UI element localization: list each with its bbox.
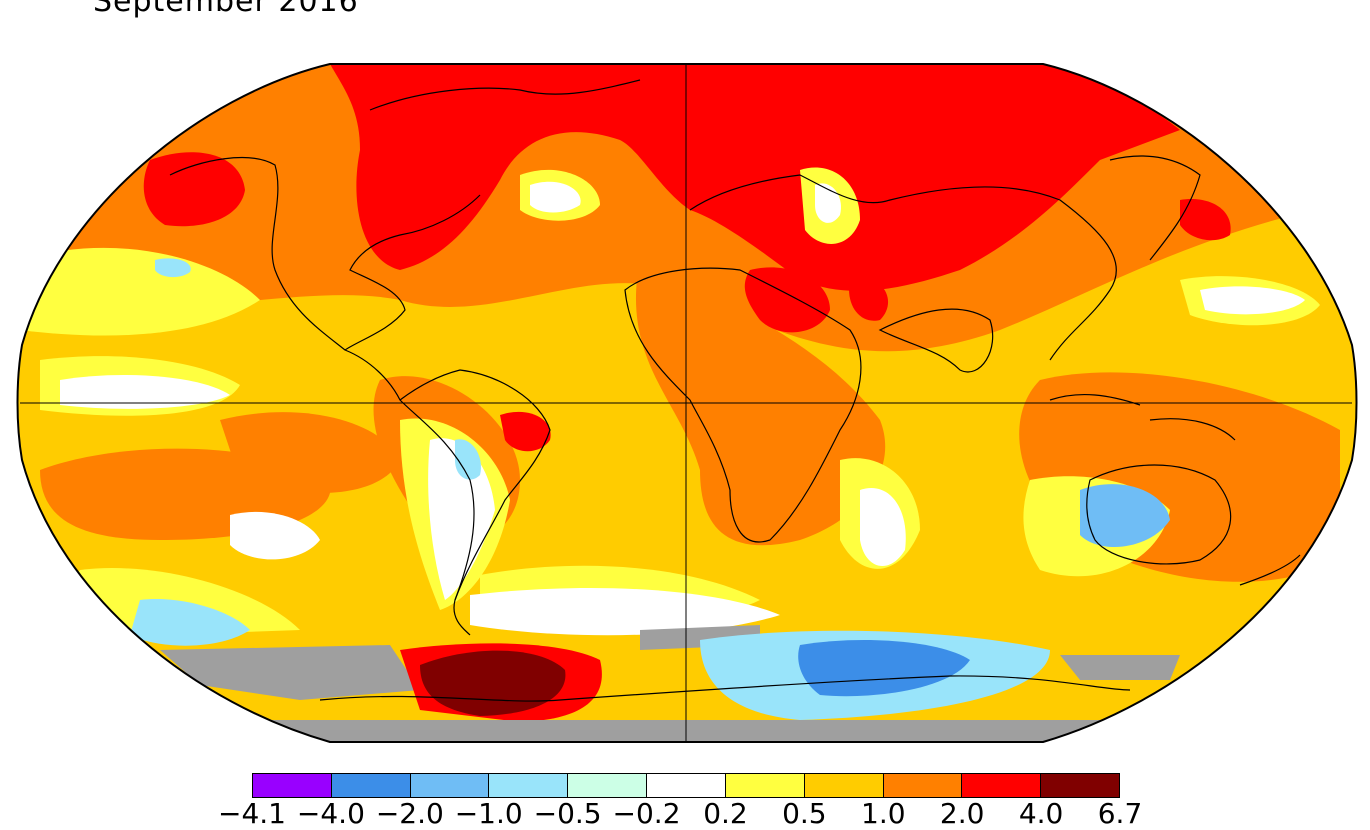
legend-tick-label: −1.0 — [454, 797, 523, 830]
legend-tick-label: 0.2 — [703, 797, 748, 830]
temperature-anomaly-map — [16, 63, 1358, 743]
legend-tick-label: 0.5 — [782, 797, 827, 830]
legend-swatch-2 — [410, 774, 490, 797]
legend-swatch-5 — [647, 774, 726, 797]
map-frame — [16, 63, 1358, 743]
legend-tick-label: −0.2 — [612, 797, 681, 830]
legend-swatch-9 — [962, 774, 1042, 797]
legend-tick-label: 6.7 — [1097, 797, 1143, 830]
legend-tick-label: −2.0 — [375, 797, 444, 830]
legend-swatch-0 — [253, 774, 332, 797]
legend-tick-label: −4.0 — [296, 797, 365, 830]
legend-tick-label: −0.5 — [533, 797, 602, 830]
legend-swatch-3 — [489, 774, 569, 797]
anomaly-field — [17, 64, 1357, 742]
legend-swatch-10 — [1041, 774, 1119, 797]
color-scale-ticks: −4.1 −4.0 −2.0 −1.0 −0.5 −0.2 0.2 0.5 1.0 2.0 4.0 6… — [0, 800, 1370, 828]
legend-swatch-8 — [883, 774, 963, 797]
legend-tick-label: −4.1 — [218, 797, 286, 830]
color-scale-bar — [252, 773, 1120, 798]
legend-tick-label: 2.0 — [939, 797, 985, 830]
legend-swatch-4 — [568, 774, 648, 797]
legend-swatch-7 — [804, 774, 884, 797]
legend-tick-label: 4.0 — [1018, 797, 1064, 830]
map-title: September 2016 — [93, 0, 359, 19]
legend-swatch-1 — [331, 774, 411, 797]
legend-tick-label: 1.0 — [861, 797, 906, 830]
legend-swatch-6 — [725, 774, 805, 797]
coastlines — [169, 79, 1301, 702]
